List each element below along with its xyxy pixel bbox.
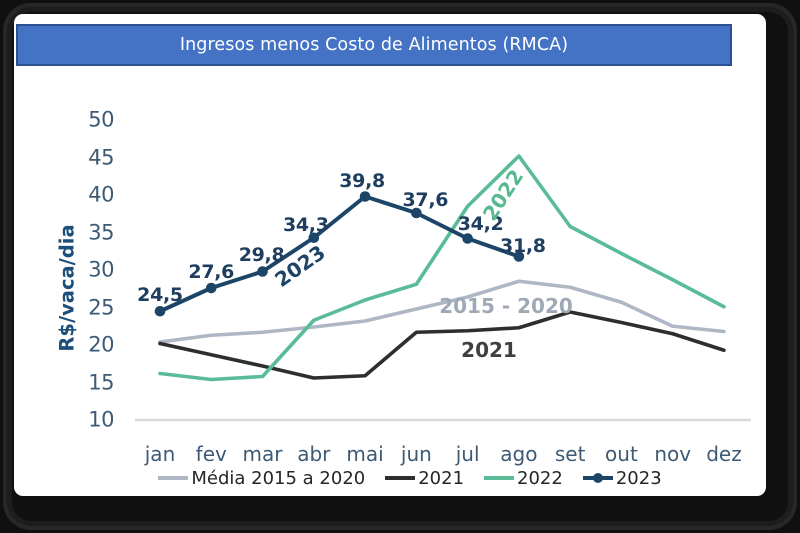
- x-tick-jun: jun: [400, 442, 432, 466]
- legend-item-2022: 2022: [484, 468, 563, 489]
- chart-title-banner: Ingresos menos Costo de Alimentos (RMCA): [16, 24, 732, 66]
- inline-label-2021: 2021: [461, 338, 517, 362]
- value-label-2023-mai: 39,8: [339, 169, 385, 192]
- x-tick-nov: nov: [654, 442, 692, 466]
- x-tick-mar: mar: [242, 442, 283, 466]
- series-marker-2023-jan: [154, 305, 166, 317]
- legend-marker-dot: [592, 473, 603, 483]
- value-label-2023-jun: 37,6: [402, 189, 449, 211]
- document-page: Ingresos menos Costo de Alimentos (RMCA)…: [14, 14, 766, 496]
- x-tick-dez: dez: [706, 442, 742, 466]
- chart-plot-area: [135, 154, 751, 422]
- legend-item-m-dia-2015-a-2020: Média 2015 a 2020: [158, 468, 365, 489]
- series-marker-2023-mar: [257, 266, 268, 277]
- legend-item-2021: 2021: [385, 468, 464, 489]
- legend-label-2021: 2021: [418, 467, 465, 489]
- x-tick-jan: jan: [144, 442, 176, 466]
- series-marker-2023-ago: [513, 251, 525, 262]
- value-label-2023-fev: 27,6: [188, 261, 235, 283]
- y-tick-50: 50: [88, 107, 114, 132]
- y-tick-40: 40: [88, 182, 114, 207]
- legend-label-2022: 2022: [517, 467, 563, 489]
- inline-label-2015-2020: 2015 - 2020: [439, 294, 573, 318]
- legend-swatch-2023: [582, 473, 613, 483]
- y-tick-20: 20: [88, 332, 114, 357]
- x-tick-set: set: [554, 442, 586, 466]
- series-marker-2023-jul: [462, 233, 473, 244]
- legend-label-m-dia-2015-a-2020: Média 2015 a 2020: [191, 467, 366, 489]
- x-tick-mai: mai: [346, 442, 384, 466]
- value-label-2023-mar: 29,8: [238, 243, 285, 266]
- series-line-2021: [158, 310, 726, 380]
- x-tick-jul: jul: [455, 442, 480, 466]
- legend-swatch-m-dia-2015-a-2020: [158, 476, 189, 480]
- legend-swatch-2021: [385, 476, 416, 480]
- value-label-2023-jan: 24,5: [137, 284, 183, 307]
- y-tick-45: 45: [88, 145, 114, 170]
- chart-title: Ingresos menos Costo de Alimentos (RMCA): [179, 35, 569, 55]
- y-tick-35: 35: [88, 220, 114, 245]
- series-line-2022: [158, 154, 726, 382]
- series-marker-2023-jun: [411, 207, 422, 219]
- value-label-2023-jul: 34,2: [457, 212, 504, 235]
- series-marker-2023-mai: [359, 191, 371, 202]
- series-marker-2023-abr: [308, 232, 320, 244]
- y-tick-10: 10: [88, 407, 114, 432]
- value-label-2023-abr: 34,3: [282, 213, 329, 236]
- series-line-m-dia-2015-a-2020: [158, 279, 726, 344]
- legend-item-2023: 2023: [582, 467, 662, 489]
- chart-legend: Média 2015 a 2020 2021 2022 2023: [109, 466, 711, 490]
- x-tick-fev: fev: [195, 442, 227, 466]
- series-line-2023: [158, 194, 521, 314]
- x-tick-abr: abr: [297, 442, 331, 466]
- y-tick-15: 15: [88, 370, 114, 395]
- legend-swatch-2022: [484, 476, 515, 480]
- series-marker-2023-fev: [205, 282, 217, 294]
- x-tick-ago: ago: [500, 442, 538, 466]
- y-tick-25: 25: [88, 295, 114, 320]
- legend-label-2023: 2023: [615, 467, 662, 489]
- value-label-2023-ago: 31,8: [500, 234, 546, 257]
- y-tick-30: 30: [88, 257, 114, 282]
- x-tick-out: out: [605, 442, 638, 466]
